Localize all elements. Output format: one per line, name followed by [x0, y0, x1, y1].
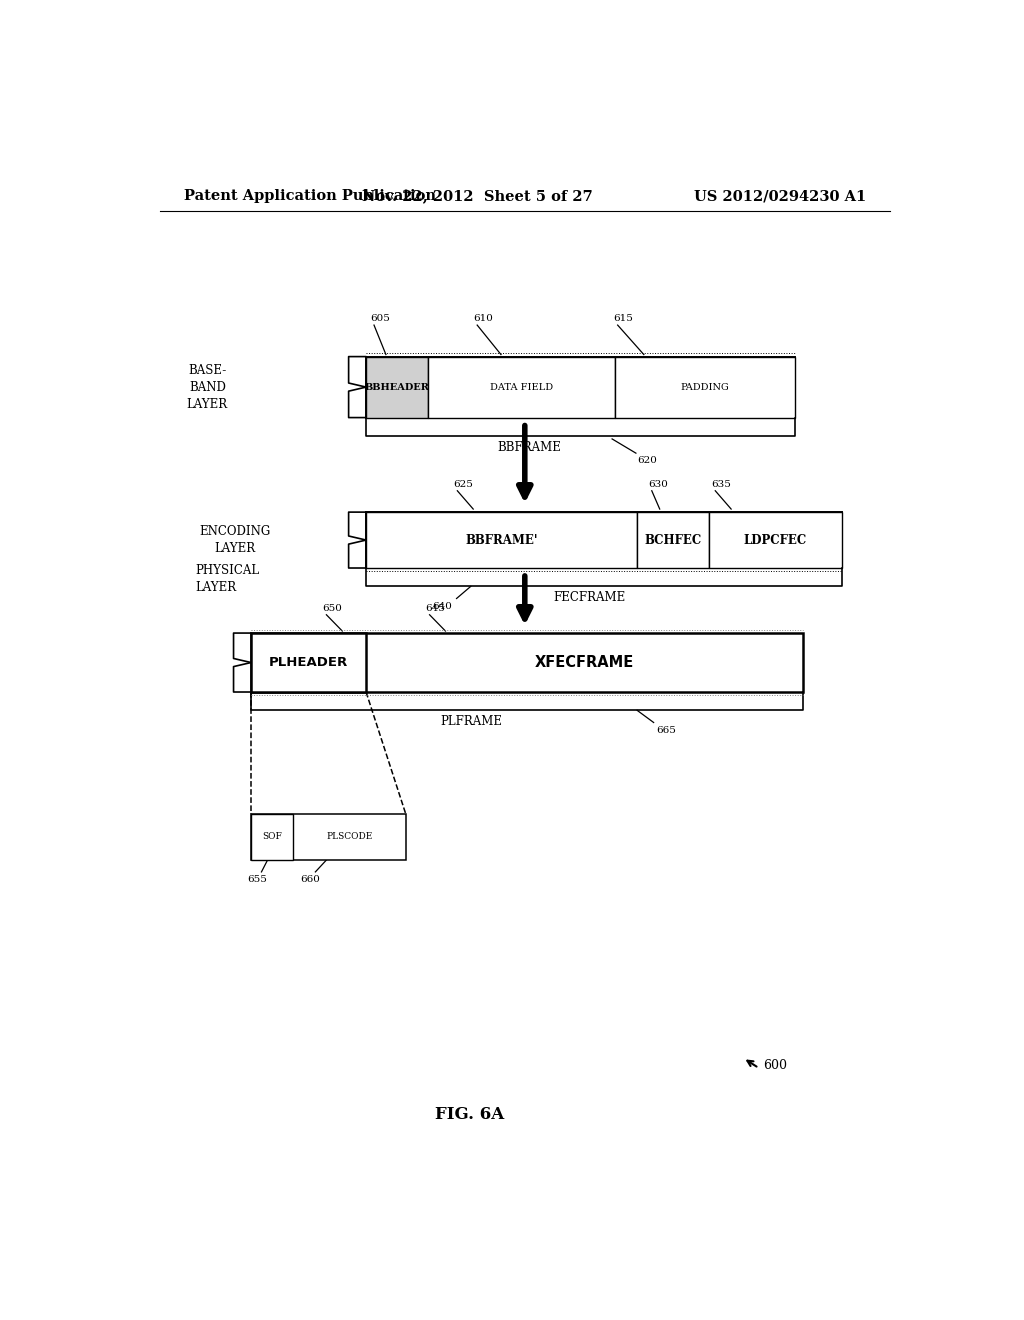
Text: US 2012/0294230 A1: US 2012/0294230 A1	[694, 189, 866, 203]
Text: 635: 635	[712, 479, 731, 488]
Text: 620: 620	[638, 457, 657, 465]
Text: BBFRAME: BBFRAME	[497, 441, 561, 454]
Bar	[251, 814, 406, 859]
Text: 625: 625	[454, 479, 473, 488]
Text: 660: 660	[300, 875, 319, 884]
Bar	[367, 356, 795, 417]
Text: 640: 640	[433, 602, 453, 611]
Text: PLFRAME: PLFRAME	[440, 715, 503, 729]
Text: 600: 600	[763, 1059, 786, 1072]
Text: PLSCODE: PLSCODE	[326, 833, 373, 841]
Text: 610: 610	[473, 314, 494, 323]
Text: DATA FIELD: DATA FIELD	[489, 383, 553, 392]
Text: 645: 645	[426, 603, 445, 612]
Bar	[251, 634, 367, 692]
Text: 630: 630	[648, 479, 668, 488]
Text: Patent Application Publication: Patent Application Publication	[183, 189, 435, 203]
Bar	[367, 356, 428, 417]
Text: 605: 605	[370, 314, 390, 323]
Text: 650: 650	[323, 603, 342, 612]
Bar	[251, 634, 803, 692]
Bar	[428, 356, 614, 417]
Text: 615: 615	[613, 314, 634, 323]
Text: Nov. 22, 2012  Sheet 5 of 27: Nov. 22, 2012 Sheet 5 of 27	[361, 189, 593, 203]
Text: SOF: SOF	[262, 833, 282, 841]
Bar	[367, 512, 842, 568]
Text: XFECFRAME: XFECFRAME	[535, 655, 634, 671]
Bar	[614, 356, 795, 417]
Text: LDPCFEC: LDPCFEC	[744, 533, 807, 546]
Text: PHYSICAL
LAYER: PHYSICAL LAYER	[196, 565, 259, 594]
Text: BBHEADER: BBHEADER	[365, 383, 430, 392]
Text: BCHFEC: BCHFEC	[644, 533, 701, 546]
Text: BBFRAME': BBFRAME'	[466, 533, 538, 546]
Text: PADDING: PADDING	[680, 383, 729, 392]
Text: BASE-
BAND
LAYER: BASE- BAND LAYER	[186, 363, 228, 411]
Text: FECFRAME: FECFRAME	[554, 591, 626, 605]
Text: FIG. 6A: FIG. 6A	[434, 1106, 504, 1123]
Text: 665: 665	[656, 726, 676, 734]
Bar	[367, 512, 638, 568]
Bar	[709, 512, 842, 568]
Bar	[638, 512, 709, 568]
Text: PLHEADER: PLHEADER	[269, 656, 348, 669]
Bar	[251, 814, 293, 859]
Text: ENCODING
LAYER: ENCODING LAYER	[200, 525, 270, 554]
Text: 655: 655	[248, 875, 267, 884]
